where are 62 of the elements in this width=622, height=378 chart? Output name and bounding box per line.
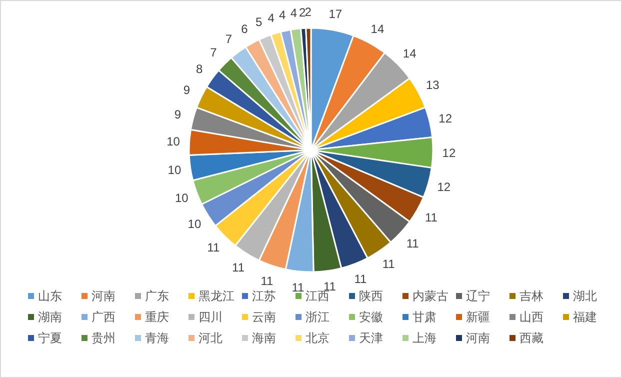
data-label: 11 bbox=[292, 280, 305, 294]
legend-label: 湖南 bbox=[38, 310, 62, 324]
legend-label: 浙江 bbox=[306, 310, 330, 324]
legend-label: 重庆 bbox=[145, 310, 169, 324]
data-label: 11 bbox=[424, 210, 438, 225]
data-label: 12 bbox=[438, 111, 452, 126]
data-label: 8 bbox=[196, 62, 204, 76]
legend-label: 北京 bbox=[306, 331, 330, 345]
data-label: 11 bbox=[354, 272, 368, 286]
legend-label: 四川 bbox=[198, 310, 222, 324]
data-label: 7 bbox=[225, 32, 232, 46]
legend-label: 云南 bbox=[252, 310, 276, 324]
legend-label: 西藏 bbox=[520, 331, 544, 345]
data-label: 17 bbox=[328, 7, 342, 22]
legend-label: 吉林 bbox=[520, 289, 544, 303]
legend-label: 陕西 bbox=[359, 289, 383, 303]
legend-label: 河南 bbox=[466, 331, 490, 345]
data-label: 12 bbox=[437, 180, 451, 194]
legend-label: 天津 bbox=[359, 331, 383, 345]
legend-label: 山西 bbox=[520, 310, 544, 324]
data-label: 10 bbox=[166, 134, 180, 148]
data-label: 2 bbox=[304, 5, 312, 20]
legend-label: 甘肃 bbox=[412, 310, 436, 324]
data-label: 9 bbox=[183, 82, 190, 97]
legend-label: 青海 bbox=[145, 331, 169, 345]
data-label: 7 bbox=[210, 45, 218, 60]
data-label: 12 bbox=[442, 146, 456, 160]
data-label: 4 bbox=[278, 8, 286, 22]
data-label: 10 bbox=[168, 163, 182, 178]
data-label: 14 bbox=[370, 22, 384, 36]
data-label: 13 bbox=[426, 78, 440, 92]
data-label: 9 bbox=[174, 107, 182, 122]
data-label: 11 bbox=[260, 274, 274, 288]
legend-label: 河南 bbox=[92, 289, 116, 303]
legend-label: 内蒙古 bbox=[412, 289, 448, 303]
data-label: 11 bbox=[406, 236, 420, 250]
legend-label: 贵州 bbox=[92, 331, 116, 345]
data-label: 6 bbox=[241, 22, 248, 36]
data-label: 11 bbox=[207, 240, 220, 255]
legend-label: 福建 bbox=[573, 310, 597, 324]
data-label: 11 bbox=[382, 257, 396, 272]
legend-label: 湖北 bbox=[573, 289, 597, 303]
legend-label: 广西 bbox=[92, 310, 116, 324]
legend-label: 上海 bbox=[412, 331, 436, 345]
legend-label: 辽宁 bbox=[466, 289, 490, 303]
data-label: 11 bbox=[232, 260, 245, 274]
data-label: 4 bbox=[290, 6, 298, 20]
legend-label: 安徽 bbox=[359, 310, 383, 324]
legend-label: 江苏 bbox=[252, 289, 276, 303]
data-label: 4 bbox=[268, 10, 275, 25]
data-label: 5 bbox=[256, 15, 263, 30]
legend-label: 宁夏 bbox=[38, 331, 62, 345]
legend-label: 新疆 bbox=[466, 310, 490, 324]
data-label: 14 bbox=[402, 46, 417, 60]
data-label: 10 bbox=[188, 216, 202, 231]
legend-label: 广东 bbox=[145, 289, 169, 303]
legend-label: 河北 bbox=[198, 331, 222, 345]
legend-label: 山东 bbox=[38, 289, 62, 303]
data-label: 2 bbox=[298, 5, 306, 20]
legend-label: 黑龙江 bbox=[198, 289, 234, 303]
legend-label: 海南 bbox=[252, 331, 276, 345]
data-label: 10 bbox=[174, 191, 189, 206]
